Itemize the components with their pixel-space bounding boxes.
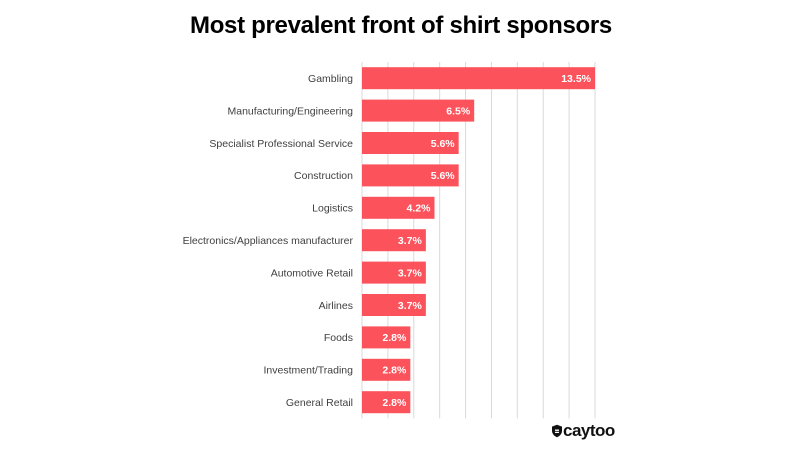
bar-6 xyxy=(362,261,426,284)
category-label-8: Foods xyxy=(324,332,353,344)
category-label-3: Construction xyxy=(294,170,353,182)
category-label-1: Manufacturing/Engineering xyxy=(228,105,354,117)
category-label-0: Gambling xyxy=(308,73,353,85)
bar-3 xyxy=(362,164,459,187)
bar-4 xyxy=(362,196,435,219)
value-label-4: 4.2% xyxy=(407,203,432,215)
bars xyxy=(362,67,595,414)
value-label-0: 13.5% xyxy=(561,73,591,85)
bar-1 xyxy=(362,99,475,122)
bar-2 xyxy=(362,132,459,154)
value-label-6: 3.7% xyxy=(398,267,423,279)
value-label-10: 2.8% xyxy=(382,397,407,409)
category-label-10: General Retail xyxy=(286,397,353,409)
value-label-2: 5.6% xyxy=(431,138,456,150)
category-label-9: Investment/Trading xyxy=(264,365,354,377)
brand-name: caytoo xyxy=(563,421,615,440)
bar-9 xyxy=(362,358,411,381)
category-label-4: Logistics xyxy=(312,203,353,215)
value-label-5: 3.7% xyxy=(398,235,423,247)
bar-5 xyxy=(362,229,426,252)
value-label-1: 6.5% xyxy=(446,105,471,117)
chart-title: Most prevalent front of shirt sponsors xyxy=(190,12,612,39)
value-label-8: 2.8% xyxy=(382,332,407,344)
category-label-5: Electronics/Appliances manufacturer xyxy=(183,235,354,247)
bar-8 xyxy=(362,326,411,349)
value-label-9: 2.8% xyxy=(382,365,407,377)
value-label-7: 3.7% xyxy=(398,300,423,312)
value-labels: 13.5% 6.5% 5.6% 5.6% 4.2% 3.7% 3.7% 3.7% 2.8% 2.8… xyxy=(382,73,591,409)
category-label-2: Specialist Professional Service xyxy=(209,138,353,150)
brand-logo: caytoo xyxy=(551,421,615,441)
bar-0 xyxy=(362,67,595,90)
category-label-6: Automotive Retail xyxy=(271,267,353,279)
category-label-7: Airlines xyxy=(319,300,353,312)
bar-7 xyxy=(362,294,426,316)
category-labels: Gambling Manufacturing/Engineering Special… xyxy=(183,73,354,409)
value-label-3: 5.6% xyxy=(431,170,456,182)
bar-10 xyxy=(362,391,411,414)
shield-logo-icon xyxy=(552,424,562,438)
